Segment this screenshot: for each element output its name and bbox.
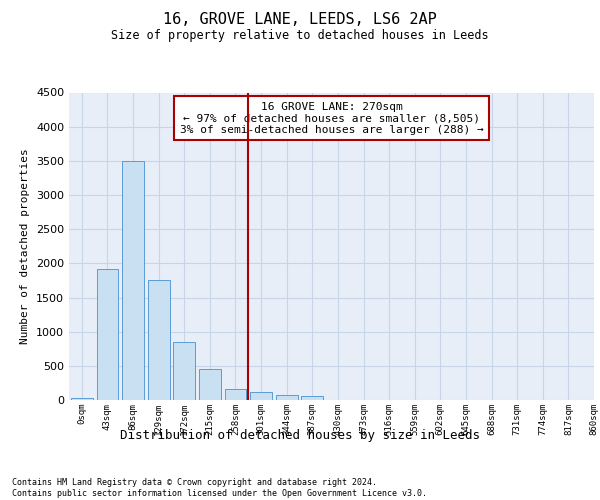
Bar (148, 280, 170, 400)
Bar (199, 368, 221, 400)
Text: Distribution of detached houses by size in Leeds: Distribution of detached houses by size … (120, 430, 480, 442)
Text: 16 GROVE LANE: 270sqm
← 97% of detached houses are smaller (8,505)
3% of semi-de: 16 GROVE LANE: 270sqm ← 97% of detached … (179, 102, 484, 135)
Bar (250, 392, 272, 400)
Bar (224, 389, 247, 400)
Text: Contains HM Land Registry data © Crown copyright and database right 2024.
Contai: Contains HM Land Registry data © Crown c… (12, 478, 427, 498)
Bar (122, 161, 144, 400)
Bar (71, 398, 92, 400)
Y-axis label: Number of detached properties: Number of detached properties (20, 148, 31, 344)
Bar (301, 396, 323, 400)
Bar (173, 342, 195, 400)
Bar (276, 395, 298, 400)
Text: Size of property relative to detached houses in Leeds: Size of property relative to detached ho… (111, 30, 489, 43)
Bar (97, 269, 118, 400)
Text: 16, GROVE LANE, LEEDS, LS6 2AP: 16, GROVE LANE, LEEDS, LS6 2AP (163, 12, 437, 28)
